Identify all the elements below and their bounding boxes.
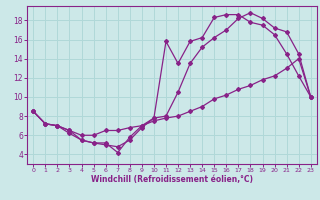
X-axis label: Windchill (Refroidissement éolien,°C): Windchill (Refroidissement éolien,°C)	[91, 175, 253, 184]
